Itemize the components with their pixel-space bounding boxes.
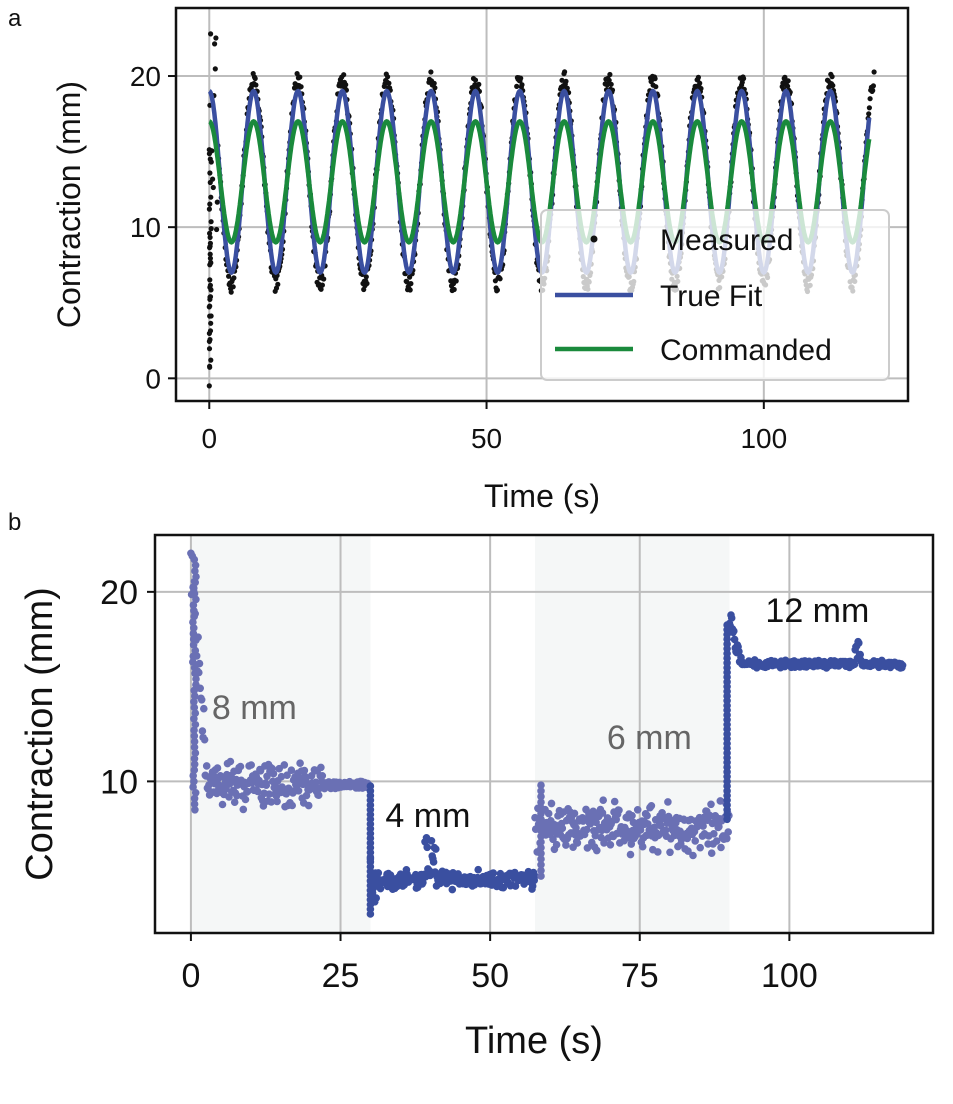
panel-b-annotations: 8 mm 4 mm 6 mm 12 mm (212, 592, 869, 835)
panel-a-legend: Measured True Fit Commanded (540, 209, 890, 381)
panel-b-y-tick-label: 20 (100, 574, 138, 612)
panel-a-y-tick-label: 10 (130, 212, 161, 243)
step-annotation: 12 mm (765, 592, 869, 630)
panel-a-y-axis-label: Contraction (mm) (51, 81, 87, 328)
panel-b-axes: 0 25 50 75 100 10 20 Time (s) Contraction (mm) (19, 533, 935, 1062)
panel-a-letter: a (8, 5, 22, 32)
panel-b-letter: b (8, 509, 21, 536)
data-points-segment (187, 549, 374, 814)
panel-b-x-tick-label: 100 (761, 957, 818, 995)
panel-a-y-tick-label: 0 (145, 363, 161, 394)
step-annotation: 8 mm (212, 689, 297, 727)
shaded-region (190, 535, 371, 933)
legend-box (540, 209, 890, 381)
panel-b-y-axis-label: Contraction (mm) (19, 587, 61, 881)
panel-a-x-tick-label: 50 (471, 423, 502, 454)
panel-b-x-tick-label: 75 (621, 957, 659, 995)
panel-a-frame (174, 6, 910, 403)
panel-b-y-tick-label: 10 (100, 763, 138, 801)
panel-b-x-axis-label: Time (s) (465, 1020, 603, 1062)
data-points-segment (531, 781, 733, 880)
legend-measured-marker (590, 235, 598, 243)
panel-b-grid (155, 535, 933, 933)
data-points-segment (366, 782, 539, 918)
panel-a-y-tick-label: 20 (130, 61, 161, 92)
legend-label: Commanded (660, 334, 832, 367)
panel-a-axes: 0 50 100 0 10 20 Time (s) Contraction (mm) (51, 6, 910, 514)
panel-b-x-tick-label: 25 (322, 957, 360, 995)
data-points-segment (723, 611, 907, 824)
panel-b-x-tick-label: 0 (181, 957, 200, 995)
panel-b-x-tick-label: 50 (471, 957, 509, 995)
legend-label: True Fit (660, 280, 763, 313)
shaded-region (535, 535, 730, 933)
panel-a-chart: Measured True Fit Commanded 0 50 100 0 10 20 Tim… (51, 6, 910, 514)
panel-a-x-axis-label: Time (s) (484, 478, 600, 514)
legend-label: Measured (660, 224, 793, 257)
step-annotation: 6 mm (607, 719, 692, 757)
panel-a-x-tick-label: 0 (201, 423, 217, 454)
panel-b-chart: 8 mm 4 mm 6 mm 12 mm 0 25 50 75 100 10 20 Time (s)… (19, 533, 935, 1062)
panel-b-frame (153, 533, 935, 935)
panel-a-x-tick-label: 100 (740, 423, 787, 454)
panel-b-data-series (187, 549, 907, 918)
step-annotation: 4 mm (385, 797, 470, 835)
